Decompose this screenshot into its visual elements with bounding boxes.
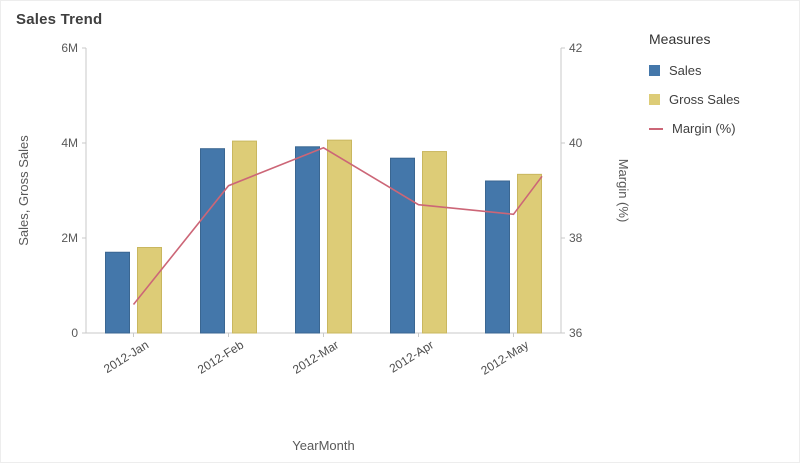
y-right-tick-label: 36 [569, 326, 583, 340]
margin-line[interactable] [132, 146, 543, 305]
legend-item-label: Gross Sales [669, 92, 740, 107]
bar-sales-2012-jan[interactable] [105, 251, 130, 334]
legend: Measures Sales Gross Sales Margin (%) [649, 31, 789, 150]
bar-gross-sales-2012-apr[interactable] [422, 151, 447, 334]
y-left-tick-label: 6M [61, 41, 78, 55]
bar-sales-2012-mar[interactable] [295, 146, 320, 334]
chart-title: Sales Trend [16, 11, 103, 28]
bar-sales-2012-may[interactable] [485, 180, 510, 334]
legend-item-gross-sales[interactable]: Gross Sales [649, 92, 789, 107]
bar-sales-2012-feb[interactable] [200, 148, 225, 334]
x-tick-label-2012-feb: 2012-Feb [195, 338, 246, 377]
y-right-tick-label: 40 [569, 136, 583, 150]
x-axis-title: YearMonth [292, 438, 354, 453]
y-left-tick-label: 4M [61, 136, 78, 150]
y-right-tick-label: 38 [569, 231, 583, 245]
bar-gross-sales-2012-feb[interactable] [232, 140, 257, 334]
gross-sales-swatch-icon [649, 94, 660, 105]
bar-gross-sales-2012-mar[interactable] [327, 139, 352, 334]
margin-line-swatch-icon [649, 127, 663, 130]
bar-gross-sales-2012-jan[interactable] [137, 247, 162, 334]
y-left-axis-title: Sales, Gross Sales [16, 135, 31, 246]
y-left-tick-label: 0 [71, 326, 78, 340]
y-right-tick-label: 42 [569, 41, 583, 55]
y-right-axis-title: Margin (%) [616, 159, 631, 223]
legend-item-margin[interactable]: Margin (%) [649, 121, 789, 136]
x-tick-label-2012-jan: 2012-Jan [101, 338, 151, 376]
legend-item-label: Margin (%) [672, 121, 736, 136]
bar-sales-2012-apr[interactable] [390, 157, 415, 334]
legend-item-sales[interactable]: Sales [649, 63, 789, 78]
x-tick-label-2012-may: 2012-May [478, 338, 531, 378]
y-left-tick-label: 2M [61, 231, 78, 245]
legend-item-label: Sales [669, 63, 702, 78]
legend-title: Measures [649, 31, 711, 47]
x-tick-label-2012-mar: 2012-Mar [290, 338, 341, 377]
sales-swatch-icon [649, 65, 660, 76]
bar-gross-sales-2012-may[interactable] [517, 173, 542, 334]
x-tick-label-2012-apr: 2012-Apr [387, 338, 436, 376]
